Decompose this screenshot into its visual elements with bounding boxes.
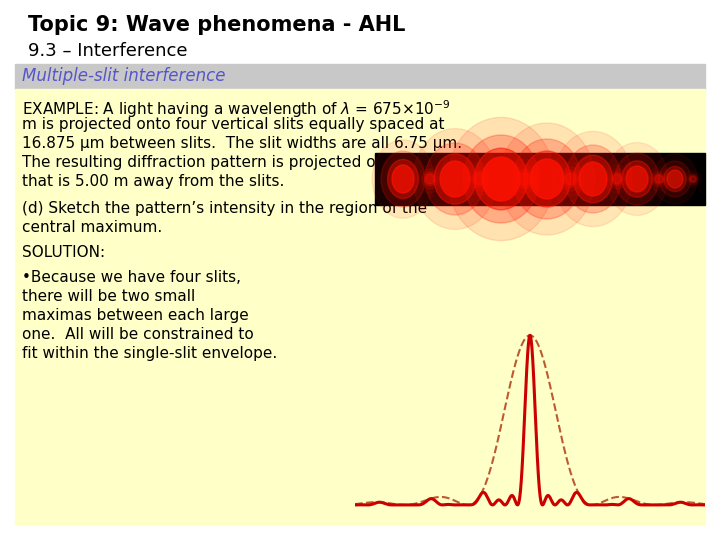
Ellipse shape bbox=[613, 174, 621, 184]
Text: fit within the single-slit envelope.: fit within the single-slit envelope. bbox=[22, 346, 277, 361]
Ellipse shape bbox=[482, 157, 520, 201]
Ellipse shape bbox=[664, 166, 686, 192]
Ellipse shape bbox=[565, 145, 621, 213]
Ellipse shape bbox=[425, 143, 485, 215]
Ellipse shape bbox=[372, 140, 433, 218]
Text: maximas between each large: maximas between each large bbox=[22, 308, 248, 323]
Ellipse shape bbox=[434, 154, 476, 204]
Ellipse shape bbox=[564, 171, 578, 187]
Ellipse shape bbox=[566, 173, 576, 185]
Ellipse shape bbox=[381, 151, 425, 207]
Bar bbox=[0, 0, 720, 110]
Ellipse shape bbox=[474, 148, 528, 210]
Ellipse shape bbox=[517, 169, 534, 189]
Ellipse shape bbox=[690, 176, 696, 182]
Ellipse shape bbox=[611, 172, 623, 186]
Ellipse shape bbox=[530, 159, 564, 199]
Ellipse shape bbox=[472, 171, 486, 187]
Ellipse shape bbox=[463, 135, 539, 223]
Ellipse shape bbox=[621, 161, 652, 197]
Ellipse shape bbox=[523, 151, 571, 207]
Ellipse shape bbox=[419, 165, 441, 193]
Bar bbox=[15, 89, 705, 525]
Text: Topic 9: Wave phenomena - AHL: Topic 9: Wave phenomena - AHL bbox=[28, 15, 405, 35]
Ellipse shape bbox=[651, 171, 667, 187]
Ellipse shape bbox=[519, 172, 531, 186]
Ellipse shape bbox=[440, 161, 470, 197]
Text: •Because we have four slits,: •Because we have four slits, bbox=[22, 270, 241, 285]
Text: one.  All will be constrained to: one. All will be constrained to bbox=[22, 327, 253, 342]
Ellipse shape bbox=[448, 117, 554, 241]
Ellipse shape bbox=[654, 173, 665, 185]
Ellipse shape bbox=[667, 170, 683, 188]
Ellipse shape bbox=[424, 172, 436, 186]
Ellipse shape bbox=[474, 173, 484, 185]
Ellipse shape bbox=[554, 131, 632, 227]
Ellipse shape bbox=[500, 123, 595, 235]
Ellipse shape bbox=[387, 159, 418, 199]
Ellipse shape bbox=[392, 165, 414, 193]
Ellipse shape bbox=[513, 165, 537, 193]
Ellipse shape bbox=[626, 166, 648, 192]
Ellipse shape bbox=[561, 167, 581, 191]
Text: The resulting diffraction pattern is projected on a wall: The resulting diffraction pattern is pro… bbox=[22, 155, 435, 170]
Text: SOLUTION:: SOLUTION: bbox=[22, 245, 105, 260]
Ellipse shape bbox=[655, 175, 663, 183]
Text: 16.875 μm between slits.  The slit widths are all 6.75 μm.: 16.875 μm between slits. The slit widths… bbox=[22, 136, 462, 151]
Ellipse shape bbox=[469, 167, 489, 191]
Ellipse shape bbox=[687, 173, 699, 185]
Text: Multiple-slit interference: Multiple-slit interference bbox=[22, 67, 225, 85]
Ellipse shape bbox=[609, 169, 625, 189]
Bar bbox=[375, 153, 705, 205]
Ellipse shape bbox=[426, 174, 434, 184]
Ellipse shape bbox=[508, 159, 541, 199]
Ellipse shape bbox=[615, 153, 659, 205]
Ellipse shape bbox=[557, 162, 585, 196]
Ellipse shape bbox=[413, 129, 497, 230]
Ellipse shape bbox=[465, 162, 493, 196]
Ellipse shape bbox=[652, 154, 698, 204]
Ellipse shape bbox=[422, 169, 438, 189]
Bar bbox=[15, 64, 705, 90]
Ellipse shape bbox=[606, 143, 668, 215]
Text: central maximum.: central maximum. bbox=[22, 220, 162, 235]
Ellipse shape bbox=[689, 175, 697, 183]
Text: EXAMPLE: A light having a wavelength of $\lambda$ = 675$\times$10$^{-9}$: EXAMPLE: A light having a wavelength of … bbox=[22, 98, 451, 120]
Ellipse shape bbox=[659, 161, 691, 197]
Text: m is projected onto four vertical slits equally spaced at: m is projected onto four vertical slits … bbox=[22, 117, 444, 132]
Ellipse shape bbox=[606, 165, 628, 193]
Ellipse shape bbox=[573, 155, 613, 203]
Ellipse shape bbox=[513, 139, 581, 219]
Ellipse shape bbox=[579, 162, 607, 196]
Text: that is 5.00 m away from the slits.: that is 5.00 m away from the slits. bbox=[22, 174, 284, 189]
Text: (d) Sketch the pattern’s intensity in the region of the: (d) Sketch the pattern’s intensity in th… bbox=[22, 201, 427, 216]
Text: there will be two small: there will be two small bbox=[22, 289, 195, 304]
Text: 9.3 – Interference: 9.3 – Interference bbox=[28, 42, 187, 60]
